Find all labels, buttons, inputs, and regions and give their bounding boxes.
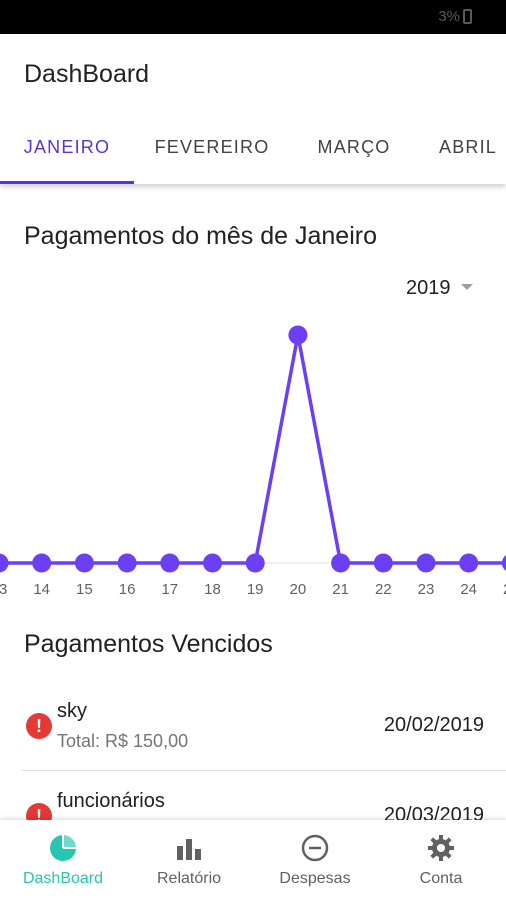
overdue-item-sky[interactable]: ! sky Total: R$ 150,00 20/02/2019 (22, 690, 506, 770)
app-bar: DashBoard JANEIRO FEVEREIRO MARÇO ABRIL (0, 34, 506, 184)
data-point[interactable] (331, 553, 351, 573)
x-tick-label: 18 (204, 581, 221, 598)
bar-chart-icon (177, 839, 201, 860)
payments-line-chart: 13 14 15 16 17 18 19 20 21 22 23 24 25 (0, 325, 506, 598)
data-point[interactable] (373, 553, 393, 573)
nav-label: Relatório (156, 870, 222, 887)
series-line (0, 333, 506, 565)
nav-label: Conta (419, 870, 463, 887)
page-title: DashBoard (24, 60, 150, 88)
x-tick-label: 22 (375, 581, 392, 598)
nav-label: DashBoard (22, 870, 104, 887)
x-tick-label: 19 (247, 581, 264, 598)
nav-conta[interactable]: Conta (378, 820, 504, 900)
list-divider (22, 770, 506, 771)
year-dropdown[interactable]: 2019 (406, 277, 473, 300)
year-value: 2019 (406, 277, 451, 299)
x-tick-label: 24 (460, 581, 477, 598)
nav-relatorio[interactable]: Relatório (126, 820, 252, 900)
payment-name: funcionários (57, 790, 165, 812)
tab-fevereiro[interactable]: FEVEREIRO (154, 137, 270, 157)
nav-label: Despesas (279, 870, 351, 887)
tab-abril[interactable]: ABRIL (438, 137, 498, 157)
data-point[interactable] (245, 553, 265, 573)
data-point[interactable] (501, 554, 506, 573)
data-point[interactable] (74, 553, 94, 573)
active-tab-indicator (0, 181, 134, 184)
data-point[interactable] (288, 325, 308, 345)
x-tick-label: 13 (0, 581, 7, 598)
month-tabs: JANEIRO FEVEREIRO MARÇO ABRIL (0, 126, 506, 184)
chart-title: Pagamentos do mês de Janeiro (24, 222, 377, 250)
tab-janeiro[interactable]: JANEIRO (23, 137, 111, 157)
battery-icon (463, 9, 472, 24)
status-bar: 3% (0, 0, 506, 34)
x-tick-label: 15 (76, 581, 93, 598)
data-point[interactable] (203, 553, 222, 573)
data-point[interactable] (32, 553, 52, 573)
x-tick-label: 16 (119, 581, 136, 598)
x-tick-label: 20 (290, 581, 307, 598)
chevron-down-icon (460, 283, 473, 290)
overdue-title: Pagamentos Vencidos (24, 630, 273, 658)
minus-circle-icon (301, 834, 329, 862)
data-point[interactable] (160, 553, 180, 573)
payment-date: 20/02/2019 (383, 714, 484, 736)
nav-despesas[interactable]: Despesas (252, 820, 378, 900)
x-tick-label: 17 (161, 581, 178, 598)
nav-dashboard[interactable]: DashBoard (0, 820, 126, 900)
gear-icon (428, 835, 454, 861)
dashboard-pie-icon (50, 835, 76, 861)
data-point[interactable] (416, 553, 436, 573)
data-point[interactable] (459, 553, 479, 573)
payment-name: sky (57, 700, 87, 722)
data-point[interactable] (0, 553, 9, 573)
x-tick-label: 25 (503, 581, 506, 598)
bottom-navigation: DashBoard Relatório Despesas Conta (0, 820, 506, 900)
tab-marco[interactable]: MARÇO (317, 137, 391, 157)
data-point[interactable] (117, 553, 137, 573)
x-tick-label: 14 (33, 581, 50, 598)
payment-total: Total: R$ 150,00 (57, 731, 189, 751)
battery-level: 3% (438, 8, 460, 25)
alert-icon: ! (26, 713, 52, 739)
x-tick-label: 23 (418, 581, 435, 598)
x-tick-label: 21 (332, 581, 349, 598)
